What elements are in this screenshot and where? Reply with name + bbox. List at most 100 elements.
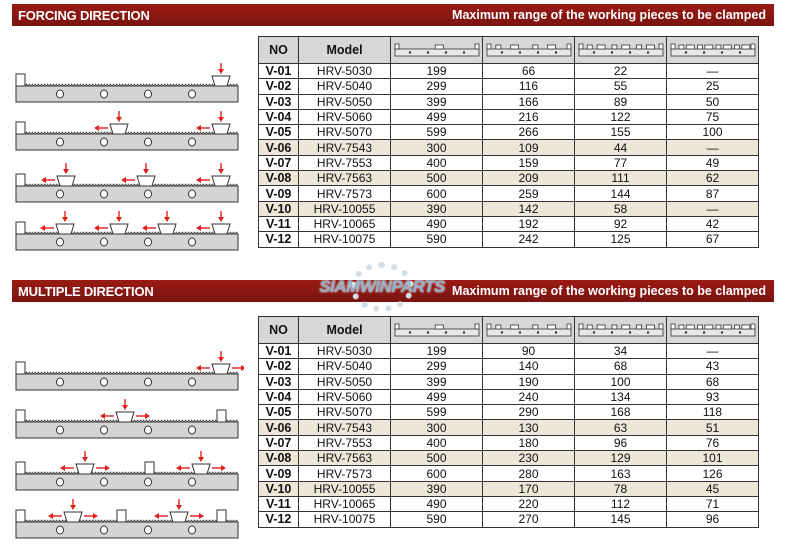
row-value-cell: 58 <box>574 200 667 217</box>
row-no-cell: V-04 <box>258 108 299 126</box>
row-value-cell: 118 <box>666 404 759 421</box>
multiple-diagram-4 <box>15 499 239 539</box>
arrow-head <box>164 217 170 222</box>
rail-hole <box>188 237 196 247</box>
row-value-cell: 209 <box>482 170 575 187</box>
end-stop <box>578 43 583 50</box>
row-value-cell: 125 <box>574 231 667 248</box>
table-row: V-09 HRV-7573 600 280 163 126 <box>258 465 759 482</box>
rail-hole <box>738 331 741 334</box>
row-value-cell: 93 <box>666 388 759 406</box>
arrow-head <box>218 357 224 362</box>
table-header-row: NO Model <box>258 316 759 344</box>
row-value-cell: 399 <box>390 93 483 110</box>
jaw <box>733 324 740 330</box>
rail-hole <box>628 51 631 54</box>
jaw <box>586 324 593 330</box>
rail-hole <box>144 189 152 199</box>
table-row: V-06 HRV-7543 300 109 44— <box>258 139 759 156</box>
row-value-cell: 499 <box>390 108 483 126</box>
row-value-cell: 490 <box>390 495 483 513</box>
rail-hole <box>188 137 196 147</box>
end-stop <box>15 409 26 423</box>
col-config-4-icon <box>666 36 759 64</box>
arrow-head <box>218 117 224 122</box>
rail-hole <box>188 189 196 199</box>
rail-hole <box>144 525 152 535</box>
arrow-head <box>62 217 68 222</box>
row-model-cell: HRV-10065 <box>298 215 391 233</box>
end-stop <box>578 323 583 330</box>
rail-base <box>15 85 239 103</box>
end-stop <box>15 509 26 523</box>
row-value-cell: 390 <box>390 480 483 497</box>
end-stop <box>670 43 675 50</box>
jaw <box>635 44 642 50</box>
jaw <box>509 44 519 50</box>
vise-jaw <box>191 463 211 475</box>
rail-base <box>15 185 239 203</box>
forcing-title: FORCING DIRECTION <box>18 8 150 23</box>
vise-jaw <box>75 463 95 475</box>
row-model-cell: HRV-5030 <box>298 342 391 360</box>
rail-hole <box>462 51 465 54</box>
arrow-head <box>122 405 128 410</box>
rail-base <box>15 133 239 151</box>
row-value-cell: 290 <box>482 404 575 421</box>
vise-jaw <box>115 411 135 423</box>
arrow-head <box>154 513 159 519</box>
col-no-header: NO <box>258 316 299 344</box>
arrow-head <box>218 69 224 74</box>
row-no-cell: V-02 <box>258 358 299 375</box>
row-no-cell: V-11 <box>258 495 299 513</box>
table-row: V-12 HRV-10075 590 270 145 96 <box>258 511 759 528</box>
rail-hole <box>720 51 723 54</box>
table-row: V-08 HRV-7563 500 230 129 101 <box>258 450 759 467</box>
rail-hole <box>100 525 108 535</box>
row-model-cell: HRV-7543 <box>298 419 391 436</box>
end-stop <box>486 323 491 330</box>
rail-hole <box>100 137 108 147</box>
row-value-cell: 62 <box>666 170 759 187</box>
row-value-cell: 51 <box>666 419 759 436</box>
row-value-cell: 168 <box>574 404 667 421</box>
vise-jaw <box>136 175 156 187</box>
row-value-cell: 34 <box>574 342 667 360</box>
row-value-cell: 68 <box>666 373 759 390</box>
table-row: V-11 HRV-10065 490 192 92 42 <box>258 215 759 233</box>
jaw <box>696 324 703 330</box>
row-value-cell: 163 <box>574 465 667 482</box>
arrow-head <box>196 125 201 131</box>
row-value-cell: 599 <box>390 404 483 421</box>
end-stop <box>486 43 491 50</box>
rail-hole <box>100 189 108 199</box>
row-model-cell: HRV-5060 <box>298 388 391 406</box>
row-model-cell: HRV-5050 <box>298 93 391 110</box>
rail-hole <box>684 51 687 54</box>
arrow-head <box>176 505 182 510</box>
row-value-cell: 190 <box>482 373 575 390</box>
row-no-cell: V-05 <box>258 124 299 141</box>
rail-hole <box>426 331 429 334</box>
rail-hole <box>188 377 196 387</box>
row-model-cell: HRV-7553 <box>298 434 391 452</box>
row-value-cell: 266 <box>482 124 575 141</box>
row-value-cell: 75 <box>666 108 759 126</box>
arrow-head <box>82 457 88 462</box>
multiple-spec-table: NO Model V-01 HRV-5030 199 90 34— V-02 HRV-504… <box>258 316 759 528</box>
forcing-diagram-4 <box>15 211 239 251</box>
vise-jaw <box>211 363 231 375</box>
row-value-cell: 399 <box>390 373 483 390</box>
row-value-cell: 300 <box>390 139 483 156</box>
end-stop <box>15 461 26 475</box>
vise-jaw <box>109 223 129 235</box>
table-row: V-02 HRV-5040 299 116 55 25 <box>258 78 759 95</box>
rail-body <box>578 48 663 57</box>
row-no-cell: V-11 <box>258 215 299 233</box>
rail-hole <box>56 189 64 199</box>
jaw <box>611 44 617 50</box>
row-model-cell: HRV-10055 <box>298 200 391 217</box>
arrow-head <box>218 217 224 222</box>
row-value-cell: 199 <box>390 342 483 360</box>
col-model-header: Model <box>298 316 391 344</box>
